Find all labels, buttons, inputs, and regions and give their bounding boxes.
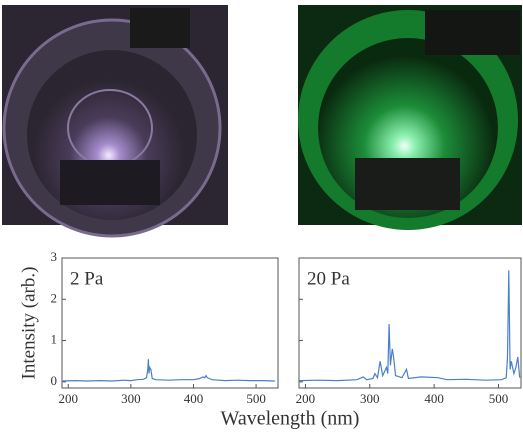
y-tick-label: 0	[51, 373, 58, 388]
y-tick-label: 2	[51, 290, 58, 305]
x-tick-label: 300	[121, 391, 141, 406]
x-tick-label: 500	[489, 391, 509, 406]
y-axis-label: Intensity (arb.)	[18, 267, 39, 380]
spectrum-line	[61, 359, 275, 382]
x-tick-label: 400	[424, 391, 444, 406]
photo-20pa	[298, 5, 522, 230]
x-axis-label: Wavelength (nm)	[221, 408, 360, 430]
y-tick-label: 1	[51, 332, 58, 347]
panel-label: 2 Pa	[70, 268, 104, 289]
x-tick-label: 200	[296, 391, 316, 406]
x-tick-label: 300	[360, 391, 380, 406]
photo-2pa	[2, 5, 228, 238]
panel-label: 20 Pa	[307, 268, 350, 289]
y-tick-label: 3	[51, 249, 58, 264]
spectrum-line	[298, 270, 521, 382]
x-tick-label: 500	[246, 391, 266, 406]
x-tick-label: 200	[59, 391, 79, 406]
plot-frame	[61, 257, 279, 389]
plot-frame	[298, 257, 522, 389]
x-tick-label: 400	[184, 391, 204, 406]
